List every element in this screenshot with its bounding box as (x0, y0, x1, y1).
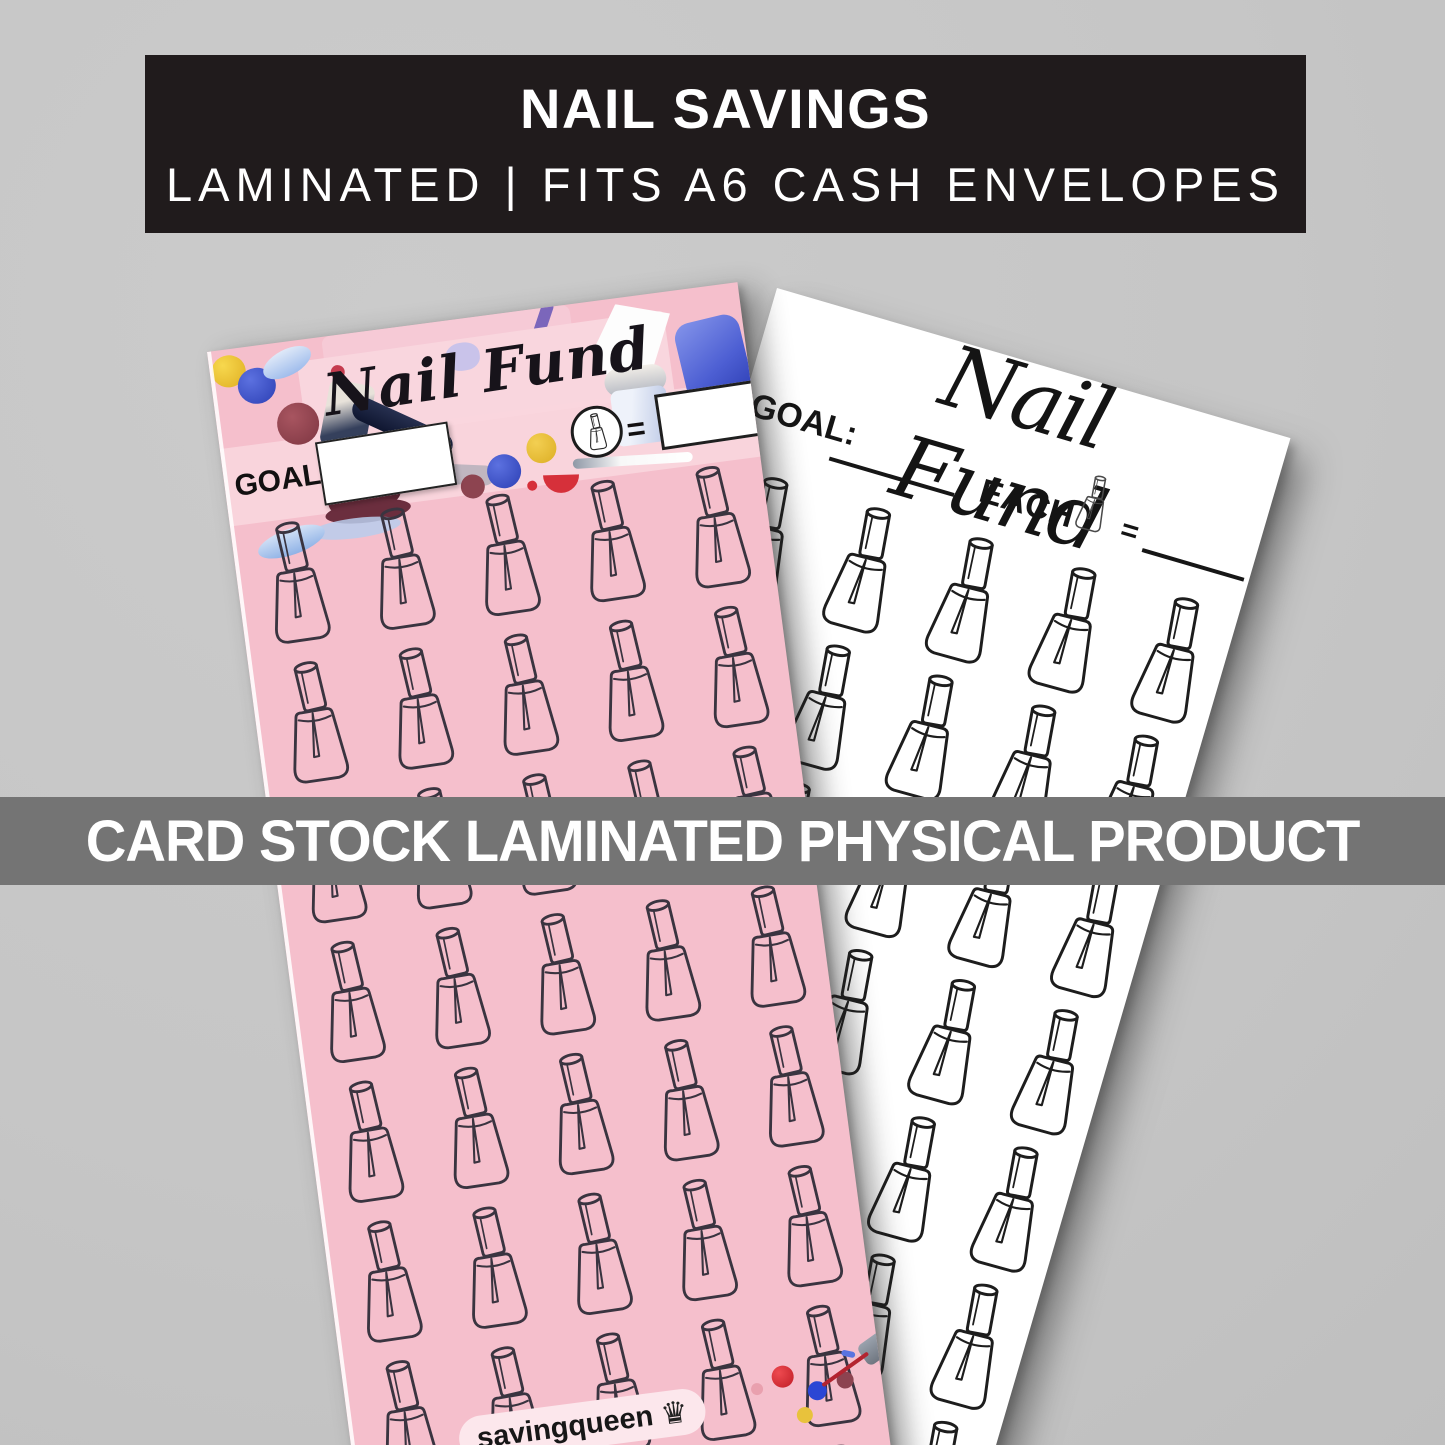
crown-icon: ♛ (658, 1393, 690, 1433)
nail-polish-bottle-outline (638, 1031, 734, 1169)
nail-polish-bottle-icon (582, 410, 611, 453)
nail-polish-bottle-outline (890, 965, 1008, 1117)
nail-polish-bottle-outline (688, 598, 784, 736)
decor-yellow-drop-3 (795, 1406, 814, 1425)
banner-title: NAIL SAVINGS (519, 77, 932, 140)
nail-polish-bottle-outline (582, 612, 678, 750)
nail-polish-bottle-outline (359, 1352, 455, 1445)
nail-polish-bottle-outline (459, 486, 555, 624)
nail-polish-bottle-outline (533, 1045, 629, 1183)
nail-polish-bottle-outline (992, 995, 1110, 1147)
nail-polish-bottle-outline (743, 1017, 839, 1155)
nail-polish-bottle-outline (867, 661, 985, 813)
nail-polish-bottle-outline (1113, 584, 1231, 736)
nail-polish-bottle-outline (656, 1171, 752, 1309)
nail-polish-bottle-outline (514, 905, 610, 1043)
nail-polish-bottle-outline (249, 514, 345, 652)
nail-polish-bottle-outline (669, 458, 765, 596)
decor-red-drop (770, 1364, 796, 1389)
nail-polish-bottle-outline (912, 1270, 1030, 1422)
nail-polish-bottle-outline (372, 640, 468, 778)
nail-polish-bottle-outline (908, 524, 1026, 676)
decor-pink-dot (750, 1382, 764, 1396)
nail-polish-bottle-outline (428, 1059, 524, 1197)
nail-polish-bottle-outline (477, 626, 573, 764)
nail-polish-bottle-outline (850, 1103, 968, 1255)
nail-polish-bottle-outline (409, 919, 505, 1057)
decor-blue-dash (840, 1349, 856, 1359)
middle-ribbon: CARD STOCK LAMINATED PHYSICAL PRODUCT (0, 797, 1445, 885)
nail-polish-bottle-outline (551, 1185, 647, 1323)
nail-polish-bottle-outline (805, 494, 923, 646)
top-banner: NAIL SAVINGS LAMINATED | FITS A6 CASH EN… (145, 55, 1306, 233)
ribbon-label: CARD STOCK LAMINATED PHYSICAL PRODUCT (85, 808, 1361, 874)
nail-polish-bottle-outline (322, 1073, 418, 1211)
nail-polish-bottle-outline (724, 878, 820, 1016)
nail-polish-bottle-outline (564, 472, 660, 610)
nail-polish-bottle-outline (267, 653, 363, 791)
nail-polish-bottle-outline (952, 1133, 1070, 1285)
watermark-decor (738, 1316, 901, 1445)
nail-polish-bottle-outline (304, 933, 400, 1071)
nail-polish-bottle-outline (1010, 554, 1128, 706)
banner-subtitle: LAMINATED | FITS A6 CASH ENVELOPES (165, 158, 1286, 211)
nail-polish-bottle-outline (341, 1213, 437, 1351)
nail-polish-bottle-outline (761, 1157, 857, 1295)
nail-polish-bottle-outline (354, 500, 450, 638)
nail-polish-bottle-outline (619, 891, 715, 1029)
nail-polish-bottle-outline (446, 1199, 542, 1337)
